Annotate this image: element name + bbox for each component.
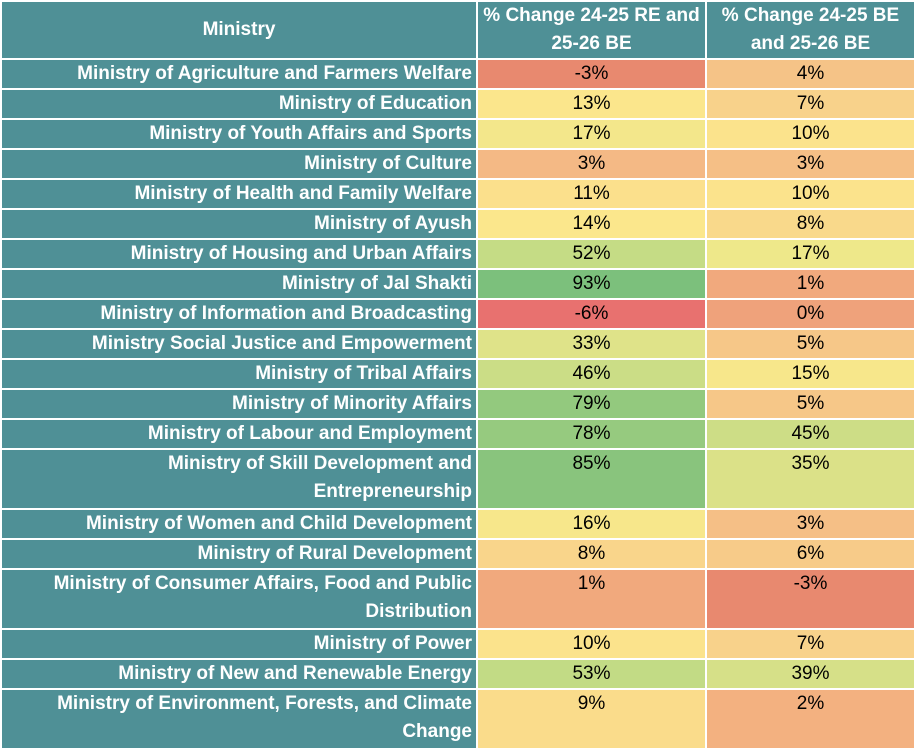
ministry-name: Ministry of New and Renewable Energy bbox=[0, 658, 478, 690]
be-change-cell: 10% bbox=[705, 178, 914, 210]
be-change-cell: 7% bbox=[705, 88, 914, 120]
re-change-cell: 10% bbox=[476, 628, 707, 660]
table-row: Ministry of Health and Family Welfare 11%… bbox=[0, 178, 914, 210]
be-change-cell: 35% bbox=[705, 448, 914, 510]
be-change-cell: 5% bbox=[705, 388, 914, 420]
ministry-name: Ministry of Environment, Forests, and Cl… bbox=[0, 688, 478, 750]
header-ministry: Ministry bbox=[0, 0, 478, 60]
re-change-cell: 8% bbox=[476, 538, 707, 570]
re-change-cell: 3% bbox=[476, 148, 707, 180]
re-change-cell: 85% bbox=[476, 448, 707, 510]
table-row: Ministry of Ayush 14% 8% bbox=[0, 208, 914, 240]
re-change-cell: 53% bbox=[476, 658, 707, 690]
ministry-name: Ministry of Minority Affairs bbox=[0, 388, 478, 420]
re-change-cell: 1% bbox=[476, 568, 707, 630]
ministry-name: Ministry of Consumer Affairs, Food and P… bbox=[0, 568, 478, 630]
table-row: Ministry of Jal Shakti 93% 1% bbox=[0, 268, 914, 300]
be-change-cell: 1% bbox=[705, 268, 914, 300]
ministry-name: Ministry Social Justice and Empowerment bbox=[0, 328, 478, 360]
be-change-cell: 2% bbox=[705, 688, 914, 750]
table-row: Ministry of Agriculture and Farmers Welf… bbox=[0, 58, 914, 90]
be-change-cell: 0% bbox=[705, 298, 914, 330]
table-row: Ministry Social Justice and Empowerment 3… bbox=[0, 328, 914, 360]
ministry-name: Ministry of Agriculture and Farmers Welf… bbox=[0, 58, 478, 90]
re-change-cell: 17% bbox=[476, 118, 707, 150]
ministry-name: Ministry of Information and Broadcasting bbox=[0, 298, 478, 330]
be-change-cell: 15% bbox=[705, 358, 914, 390]
table-row: Ministry of Minority Affairs 79% 5% bbox=[0, 388, 914, 420]
table-row: Ministry of Information and Broadcasting… bbox=[0, 298, 914, 330]
table-row: Ministry of Rural Development 8% 6% bbox=[0, 538, 914, 570]
ministry-name: Ministry of Tribal Affairs bbox=[0, 358, 478, 390]
table-row: Ministry of Skill Development and Entrep… bbox=[0, 448, 914, 510]
be-change-cell: 39% bbox=[705, 658, 914, 690]
table-row: Ministry of Labour and Employment 78% 45% bbox=[0, 418, 914, 450]
re-change-cell: 46% bbox=[476, 358, 707, 390]
ministry-name: Ministry of Skill Development and Entrep… bbox=[0, 448, 478, 510]
be-change-cell: -3% bbox=[705, 568, 914, 630]
be-change-cell: 5% bbox=[705, 328, 914, 360]
re-change-cell: 52% bbox=[476, 238, 707, 270]
be-change-cell: 6% bbox=[705, 538, 914, 570]
ministry-name: Ministry of Ayush bbox=[0, 208, 478, 240]
table-row: Ministry of Housing and Urban Affairs 52%… bbox=[0, 238, 914, 270]
ministry-name: Ministry of Labour and Employment bbox=[0, 418, 478, 450]
be-change-cell: 4% bbox=[705, 58, 914, 90]
re-change-cell: -6% bbox=[476, 298, 707, 330]
ministry-name: Ministry of Health and Family Welfare bbox=[0, 178, 478, 210]
ministry-name: Ministry of Culture bbox=[0, 148, 478, 180]
re-change-cell: 78% bbox=[476, 418, 707, 450]
table-row: Ministry of Women and Child Development 1… bbox=[0, 508, 914, 540]
table-row: Ministry of Tribal Affairs 46% 15% bbox=[0, 358, 914, 390]
table-row: Ministry of Consumer Affairs, Food and P… bbox=[0, 568, 914, 630]
be-change-cell: 17% bbox=[705, 238, 914, 270]
ministry-name: Ministry of Rural Development bbox=[0, 538, 478, 570]
re-change-cell: 11% bbox=[476, 178, 707, 210]
be-change-cell: 3% bbox=[705, 508, 914, 540]
header-re-change: % Change 24-25 RE and 25-26 BE bbox=[476, 0, 707, 60]
be-change-cell: 3% bbox=[705, 148, 914, 180]
ministry-name: Ministry of Youth Affairs and Sports bbox=[0, 118, 478, 150]
table-row: Ministry of Culture 3% 3% bbox=[0, 148, 914, 180]
be-change-cell: 45% bbox=[705, 418, 914, 450]
re-change-cell: 9% bbox=[476, 688, 707, 750]
header-be-change: % Change 24-25 BE and 25-26 BE bbox=[705, 0, 914, 60]
ministry-name: Ministry of Housing and Urban Affairs bbox=[0, 238, 478, 270]
be-change-cell: 10% bbox=[705, 118, 914, 150]
be-change-cell: 8% bbox=[705, 208, 914, 240]
re-change-cell: 14% bbox=[476, 208, 707, 240]
table-row: Ministry of New and Renewable Energy 53% 3… bbox=[0, 658, 914, 690]
table-row: Ministry of Power 10% 7% bbox=[0, 628, 914, 660]
be-change-cell: 7% bbox=[705, 628, 914, 660]
re-change-cell: 79% bbox=[476, 388, 707, 420]
header-row: Ministry % Change 24-25 RE and 25-26 BE … bbox=[0, 0, 914, 60]
ministry-name: Ministry of Women and Child Development bbox=[0, 508, 478, 540]
ministry-name: Ministry of Jal Shakti bbox=[0, 268, 478, 300]
re-change-cell: 33% bbox=[476, 328, 707, 360]
re-change-cell: -3% bbox=[476, 58, 707, 90]
re-change-cell: 16% bbox=[476, 508, 707, 540]
table-row: Ministry of Education 13% 7% bbox=[0, 88, 914, 120]
re-change-cell: 13% bbox=[476, 88, 707, 120]
table-row: Ministry of Youth Affairs and Sports 17% 1… bbox=[0, 118, 914, 150]
re-change-cell: 93% bbox=[476, 268, 707, 300]
ministry-name: Ministry of Power bbox=[0, 628, 478, 660]
table-row: Ministry of Environment, Forests, and Cl… bbox=[0, 688, 914, 750]
ministry-name: Ministry of Education bbox=[0, 88, 478, 120]
